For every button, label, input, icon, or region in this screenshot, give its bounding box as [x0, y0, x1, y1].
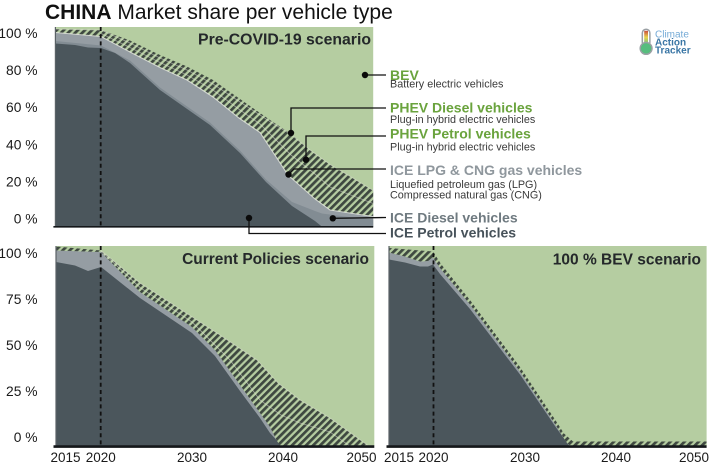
svg-text:2050: 2050: [679, 450, 709, 464]
svg-text:PHEV Diesel vehicles: PHEV Diesel vehicles: [390, 99, 533, 115]
svg-text:BEV: BEV: [390, 67, 419, 83]
svg-text:25 %: 25 %: [6, 384, 37, 399]
svg-text:Climate: Climate: [655, 30, 689, 41]
svg-text:2050: 2050: [346, 450, 376, 464]
svg-text:2015: 2015: [384, 450, 414, 464]
svg-text:2020: 2020: [418, 450, 448, 464]
svg-text:2040: 2040: [268, 450, 298, 464]
svg-text:CHINA Market share per vehicle: CHINA Market share per vehicle type: [45, 1, 393, 24]
svg-text:75 %: 75 %: [6, 292, 37, 307]
svg-text:2015: 2015: [50, 450, 80, 464]
svg-text:80 %: 80 %: [6, 63, 37, 78]
svg-text:Plug-in hybrid electric vehicl: Plug-in hybrid electric vehicles: [390, 114, 536, 126]
svg-text:40 %: 40 %: [6, 137, 37, 152]
svg-text:60 %: 60 %: [6, 100, 37, 115]
svg-text:100 % BEV scenario: 100 % BEV scenario: [553, 252, 701, 269]
svg-text:Liquefied petroleum gas (LPG): Liquefied petroleum gas (LPG): [390, 179, 537, 191]
svg-text:PHEV Petrol vehicles: PHEV Petrol vehicles: [390, 125, 531, 141]
svg-text:ICE Diesel vehicles: ICE Diesel vehicles: [390, 209, 518, 225]
svg-text:50 %: 50 %: [6, 338, 37, 353]
svg-text:2030: 2030: [177, 450, 207, 464]
svg-text:Compressed natural gas (CNG): Compressed natural gas (CNG): [390, 189, 542, 201]
svg-text:2040: 2040: [601, 450, 631, 464]
svg-text:20 %: 20 %: [6, 174, 37, 189]
svg-text:2020: 2020: [86, 450, 116, 464]
svg-text:ICE Petrol vehicles: ICE Petrol vehicles: [390, 224, 516, 240]
svg-text:Tracker: Tracker: [655, 46, 691, 57]
svg-text:100 %: 100 %: [0, 246, 38, 261]
svg-text:Plug-in hybrid electric vehicl: Plug-in hybrid electric vehicles: [390, 141, 536, 153]
svg-text:2030: 2030: [510, 450, 540, 464]
svg-text:Pre-COVID-19 scenario: Pre-COVID-19 scenario: [198, 32, 371, 49]
svg-text:100 %: 100 %: [0, 26, 38, 41]
svg-text:Action: Action: [655, 38, 686, 49]
svg-text:Current Policies scenario: Current Policies scenario: [182, 251, 369, 268]
svg-text:Battery electric vehicles: Battery electric vehicles: [390, 79, 504, 91]
svg-text:ICE LPG & CNG gas vehicles: ICE LPG & CNG gas vehicles: [390, 162, 582, 178]
svg-text:0 %: 0 %: [14, 212, 38, 227]
svg-text:0 %: 0 %: [14, 430, 38, 445]
